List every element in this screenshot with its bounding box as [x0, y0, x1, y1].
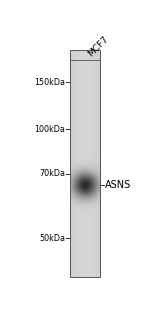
Text: MCF7: MCF7 [86, 34, 110, 59]
Text: 70kDa: 70kDa [39, 169, 65, 178]
Text: 150kDa: 150kDa [34, 78, 65, 87]
Bar [70, 50, 100, 277]
Text: 100kDa: 100kDa [34, 125, 65, 134]
Text: ASNS: ASNS [105, 180, 131, 190]
Text: 50kDa: 50kDa [39, 234, 65, 243]
